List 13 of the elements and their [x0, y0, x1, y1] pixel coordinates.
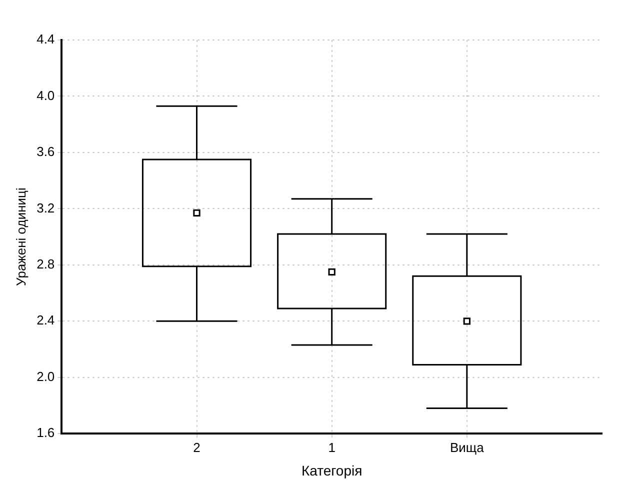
y-tick-label: 2.0: [36, 368, 55, 384]
x-tick-label: 2: [193, 440, 200, 455]
y-tick-label: 4.4: [36, 32, 55, 47]
x-tick-label: Вища: [450, 440, 485, 455]
y-tick-label: 2.8: [36, 256, 55, 272]
y-axis-title: Уражені одиниці: [13, 188, 28, 286]
x-tick-label: 1: [328, 440, 336, 455]
y-tick-label: 2.4: [36, 312, 55, 328]
x-axis-title: Категорія: [301, 462, 362, 478]
y-tick-label: 3.2: [36, 200, 55, 216]
y-tick-label: 1.6: [36, 425, 55, 440]
y-tick-label: 3.6: [36, 144, 55, 160]
y-tick-label: 4.0: [36, 88, 55, 103]
